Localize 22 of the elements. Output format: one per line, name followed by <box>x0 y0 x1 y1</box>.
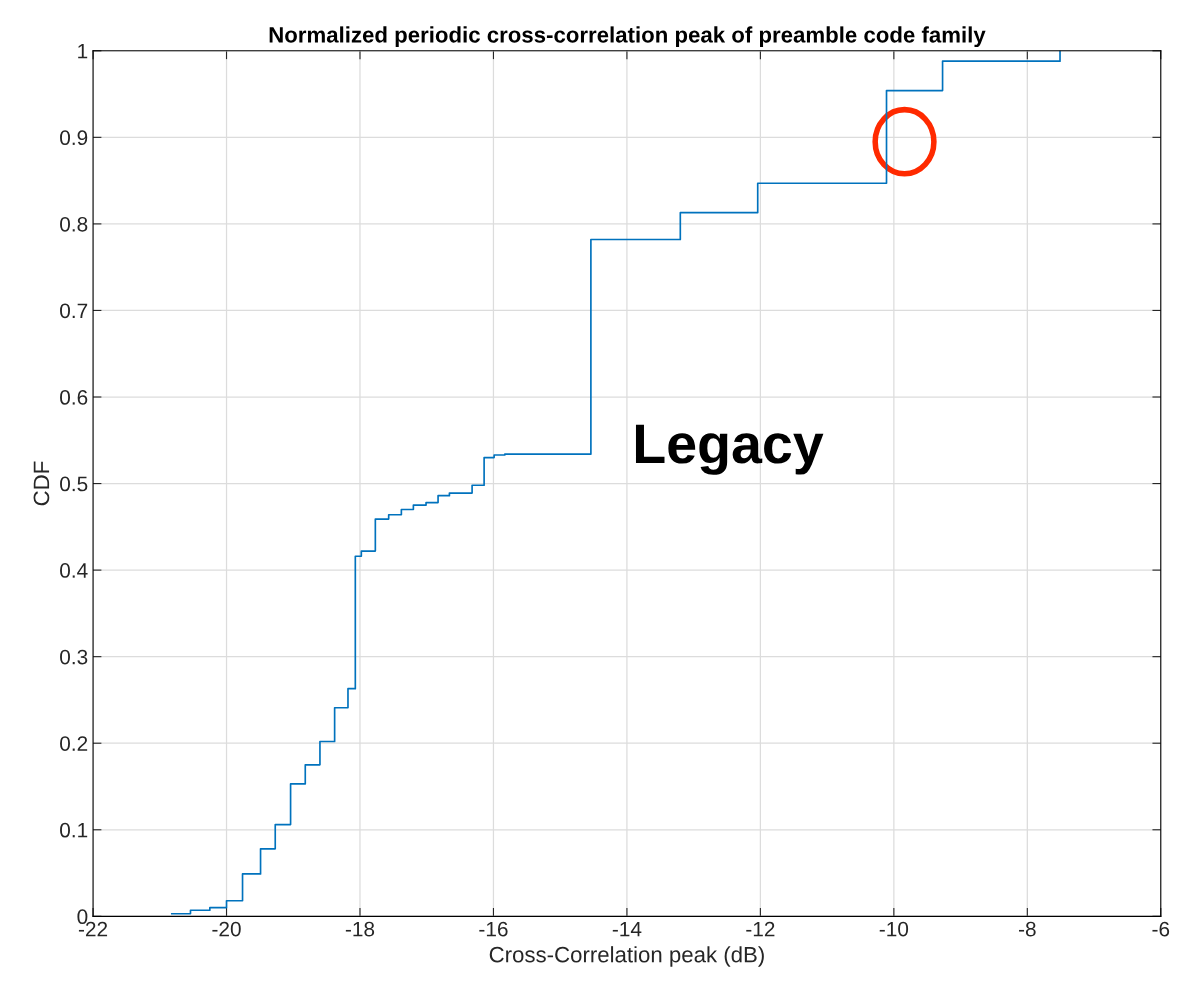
x-axis-title: Cross-Correlation peak (dB) <box>489 946 764 967</box>
x-tick-label: -10 <box>879 921 909 937</box>
x-tick-label: -16 <box>479 921 508 937</box>
x-tick-label: -6 <box>1152 921 1170 937</box>
y-axis-title: CDF <box>33 461 50 506</box>
chart-title: Normalized periodic cross-correlation peak of preamble code family <box>269 26 986 48</box>
y-tick-label: 0.9 <box>60 130 88 146</box>
y-tick-label: 0.4 <box>60 563 88 578</box>
annotation: Legacy <box>635 424 824 475</box>
x-tick-label: -18 <box>345 921 375 937</box>
y-tick-label: 0.8 <box>60 216 88 232</box>
y-tick-label: 0.2 <box>60 736 88 751</box>
y-tick-label: 0.3 <box>60 649 88 665</box>
y-tick-label: 0.6 <box>60 390 88 405</box>
y-tick-label: 0.7 <box>60 303 88 319</box>
x-tick-label: -8 <box>1018 921 1036 937</box>
x-tick-label: -20 <box>212 921 241 937</box>
y-tick-label: 1 <box>78 44 88 59</box>
x-tick-label: -14 <box>612 921 642 937</box>
y-tick-label: 0.5 <box>60 476 88 492</box>
y-tick-label: 0.1 <box>60 822 88 838</box>
x-tick-label: -12 <box>746 921 775 937</box>
